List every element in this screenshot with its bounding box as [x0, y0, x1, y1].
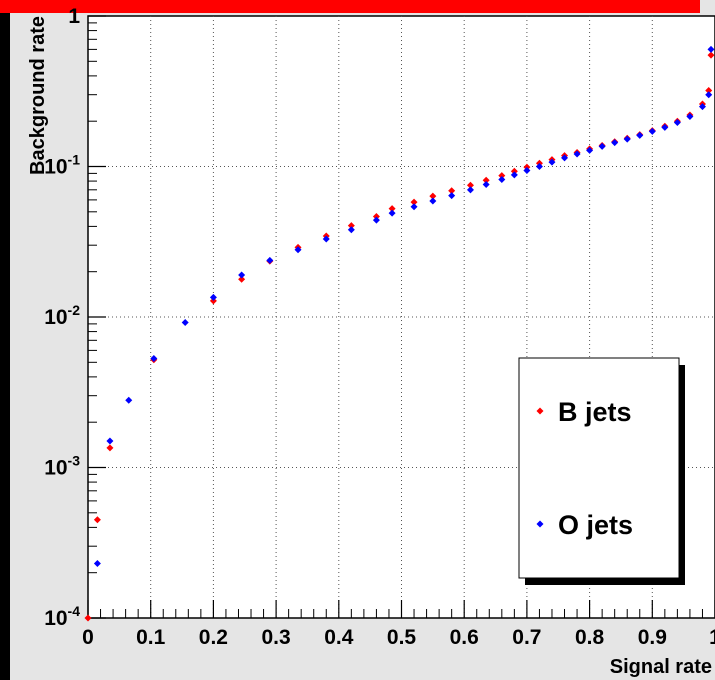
o-jets-point: [598, 142, 606, 150]
legend-marker-b-jets: [536, 407, 544, 415]
y-tick-base: 10: [44, 457, 67, 480]
y-tick-exponent: -2: [68, 302, 81, 318]
x-tick-label: 1: [709, 626, 715, 649]
legend-marker-o-jets: [536, 520, 544, 528]
x-tick-label: 0.3: [261, 626, 290, 649]
legend-box: [518, 357, 680, 579]
o-jets-point: [388, 209, 396, 217]
b-jets-point: [498, 172, 506, 180]
legend-label: O jets: [558, 510, 633, 540]
b-jets-point: [429, 192, 437, 200]
b-jets-point: [347, 222, 355, 230]
b-jets-point: [510, 167, 518, 175]
o-jets-point: [498, 175, 506, 183]
b-jets-point: [707, 51, 715, 59]
o-jets-point: [661, 123, 669, 131]
o-jets-point: [705, 91, 713, 99]
o-jets-point: [448, 192, 456, 200]
o-jets-point: [523, 167, 531, 175]
o-jets-point: [611, 139, 619, 147]
b-jets-point: [84, 614, 92, 622]
axis-ticks: [87, 15, 715, 619]
o-jets-point: [238, 271, 246, 279]
y-tick-label: 10-2: [44, 302, 80, 329]
o-jets-point: [623, 135, 631, 143]
o-jets-point: [410, 203, 418, 211]
o-jets-point: [209, 293, 217, 301]
o-jets-point: [636, 131, 644, 139]
o-jets-point: [106, 437, 114, 445]
b-jets-point: [93, 516, 101, 524]
grid-lines: [88, 16, 715, 618]
y-tick-label: 10-1: [44, 152, 80, 179]
o-jets-point: [429, 197, 437, 205]
o-jets-point: [707, 45, 715, 53]
o-jets-point: [510, 171, 518, 179]
y-tick-labels: 10-410-310-210-11: [44, 5, 80, 630]
o-jets-point: [561, 154, 569, 162]
top-red-banner: [0, 0, 700, 13]
y-tick-label: 10-3: [44, 453, 80, 480]
y-tick-base: 10: [44, 156, 67, 179]
o-jets-point: [535, 163, 543, 170]
b-jets-point: [466, 181, 474, 189]
o-jets-point: [372, 216, 380, 224]
o-jets-point: [266, 256, 274, 264]
y-axis-label: Background rate: [27, 16, 49, 175]
o-jets-point: [125, 396, 133, 404]
o-jets-point: [673, 119, 681, 127]
o-jets-point: [93, 560, 101, 568]
o-jets-point: [573, 150, 581, 158]
x-tick-label: 0.9: [638, 626, 667, 649]
x-tick-labels: 0 0.1 0.2 0.3 0.4 0.5 0.6 0.7 0.8 0.9 1: [82, 626, 715, 649]
b-jets-point: [448, 187, 456, 195]
x-axis-label: Signal rate: [610, 656, 712, 678]
o-jets-point: [586, 146, 594, 154]
o-jets-point: [150, 354, 158, 362]
o-jets-point: [181, 318, 189, 326]
y-tick-base: 10: [44, 306, 67, 329]
o-jets-point: [294, 246, 302, 254]
legend: B jets O jets: [518, 357, 685, 585]
o-jets-point: [347, 226, 355, 234]
b-jets-point: [705, 86, 713, 94]
o-jets-point: [482, 180, 490, 188]
x-tick-label: 0.6: [450, 626, 479, 649]
o-jets-point: [322, 235, 330, 243]
y-tick-label: 1: [68, 5, 80, 28]
x-tick-label: 0: [82, 626, 94, 649]
o-jets-point: [648, 127, 656, 135]
x-tick-label: 0.8: [575, 626, 605, 649]
x-tick-label: 0.4: [324, 626, 354, 649]
b-jets-point: [106, 444, 114, 452]
o-jets-point: [686, 112, 694, 120]
b-jets-point: [372, 213, 380, 221]
data-points: [84, 45, 715, 622]
y-tick-base: 10: [44, 607, 67, 630]
legend-label: B jets: [558, 397, 632, 427]
b-jets-point: [410, 198, 418, 206]
x-tick-label: 0.5: [387, 626, 417, 649]
b-jets-point: [482, 176, 490, 184]
y-tick-exponent: -3: [68, 453, 81, 469]
x-tick-label: 0.1: [136, 626, 166, 649]
o-jets-point: [698, 103, 706, 111]
y-tick-base: 1: [68, 5, 80, 28]
b-jets-point: [238, 275, 246, 283]
x-tick-label: 0.2: [199, 626, 228, 649]
x-tick-label: 0.7: [512, 626, 541, 649]
y-tick-exponent: -4: [68, 603, 81, 619]
o-jets-point: [548, 158, 556, 166]
y-tick-exponent: -1: [68, 152, 81, 168]
b-jets-point: [388, 205, 396, 213]
o-jets-point: [466, 186, 474, 194]
y-tick-label: 10-4: [44, 603, 80, 630]
